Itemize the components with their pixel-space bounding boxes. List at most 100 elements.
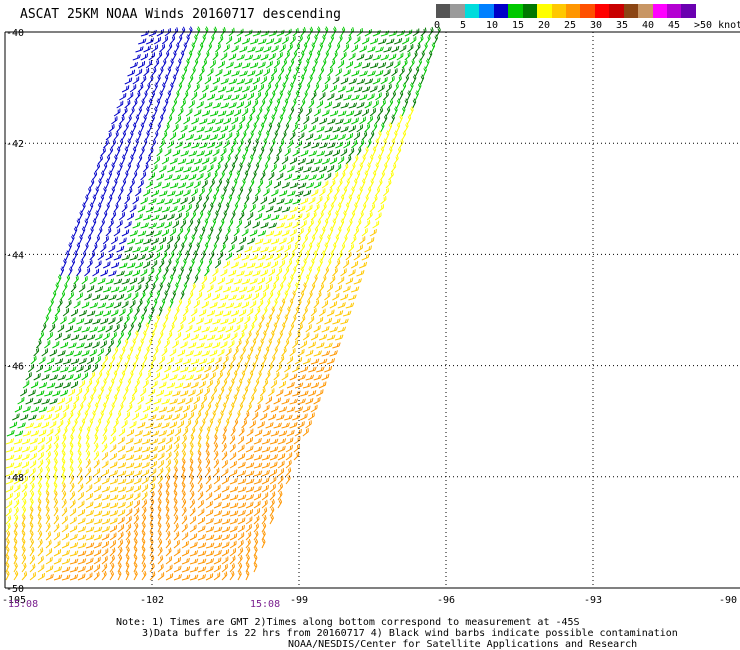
wind-barb [219, 410, 224, 421]
wind-barb [279, 66, 285, 77]
wind-barb [375, 92, 382, 101]
wind-barb [367, 93, 375, 101]
wind-barb [148, 267, 155, 277]
wind-barb [270, 430, 280, 437]
wind-barb [214, 356, 222, 365]
wind-barb [76, 342, 85, 349]
wind-barb [29, 514, 34, 525]
wind-barb [267, 362, 273, 373]
wind-barb [205, 565, 214, 573]
wind-barb [268, 146, 273, 157]
wind-barb [169, 205, 178, 213]
wind-barb [361, 253, 370, 261]
wind-barb [259, 362, 265, 373]
wind-barb [265, 370, 271, 381]
wind-barb [118, 378, 123, 389]
wind-barb [212, 171, 218, 181]
wind-barb [270, 405, 279, 413]
wind-barb [287, 66, 292, 77]
wind-barb [175, 166, 184, 173]
wind-barb [241, 370, 246, 381]
wind-barb [153, 298, 158, 309]
wind-barb [393, 82, 399, 93]
wind-barb [161, 182, 171, 189]
wind-barb [283, 314, 289, 325]
wind-barb [212, 51, 219, 61]
wind-barb [337, 85, 346, 93]
wind-barb [93, 518, 103, 525]
wind-barb [343, 140, 351, 149]
wind-barb [100, 269, 109, 277]
wind-barb [297, 374, 306, 381]
wind-barb [324, 195, 330, 205]
wind-barb [182, 307, 189, 317]
wind-barb [149, 554, 155, 565]
wind-barb [276, 414, 285, 421]
wind-barb [124, 170, 129, 181]
wind-barb [294, 382, 304, 389]
wind-barb [44, 340, 51, 349]
wind-barb [287, 139, 294, 149]
wind-barb [310, 282, 316, 293]
wind-barb [169, 58, 174, 69]
wind-barb [197, 525, 206, 533]
wind-barb [246, 354, 251, 365]
wind-barb [141, 454, 151, 461]
wind-barb [181, 574, 191, 581]
wind-barb [245, 538, 251, 549]
wind-barb [294, 213, 303, 221]
wind-barb [249, 178, 255, 189]
wind-barb [157, 555, 164, 565]
wind-barb [166, 258, 172, 269]
wind-barb [273, 298, 278, 309]
wind-barb [173, 574, 182, 581]
wind-barb [141, 491, 148, 501]
wind-barb [173, 435, 180, 445]
wind-barb [117, 546, 123, 557]
wind-barb [406, 90, 411, 101]
wind-barb [188, 291, 194, 301]
wind-barb [93, 571, 100, 581]
lat-tick-label: -46 [6, 362, 24, 373]
wind-barb [281, 322, 286, 333]
wind-barb [100, 170, 105, 181]
wind-barb [243, 386, 249, 397]
wind-barb [257, 277, 266, 285]
wind-barb [102, 402, 107, 413]
wind-barb [407, 43, 414, 53]
wind-barb [62, 426, 68, 437]
wind-barb [37, 490, 42, 501]
wind-barb [329, 301, 338, 309]
wind-barb [75, 387, 83, 397]
wind-barb [132, 292, 139, 301]
wind-barb [300, 340, 307, 349]
wind-barb [302, 212, 310, 221]
wind-barb [83, 410, 88, 421]
wind-barb [329, 157, 338, 165]
wind-barb [173, 557, 181, 565]
wind-barb [308, 366, 317, 373]
wind-barb [70, 334, 80, 341]
wind-barb [285, 459, 292, 469]
wind-barb [273, 346, 278, 357]
wind-barb [206, 284, 214, 293]
wind-barb [169, 323, 175, 333]
wind-barb [348, 294, 357, 301]
wind-barb [245, 501, 254, 509]
wind-barb [217, 178, 223, 189]
wind-barb [428, 26, 434, 37]
wind-barb [337, 250, 343, 261]
wind-barb [113, 370, 118, 381]
wind-barb [377, 130, 382, 141]
wind-barb [222, 186, 227, 197]
wind-barb [29, 571, 36, 581]
wind-barb [29, 555, 35, 565]
wind-barb [193, 180, 201, 189]
wind-barb [273, 397, 282, 405]
wind-barb [121, 130, 127, 141]
wind-barb [229, 570, 235, 581]
wind-barb [284, 266, 290, 277]
wind-barb [345, 86, 355, 93]
wind-barb [41, 421, 50, 429]
wind-barb [222, 426, 227, 437]
